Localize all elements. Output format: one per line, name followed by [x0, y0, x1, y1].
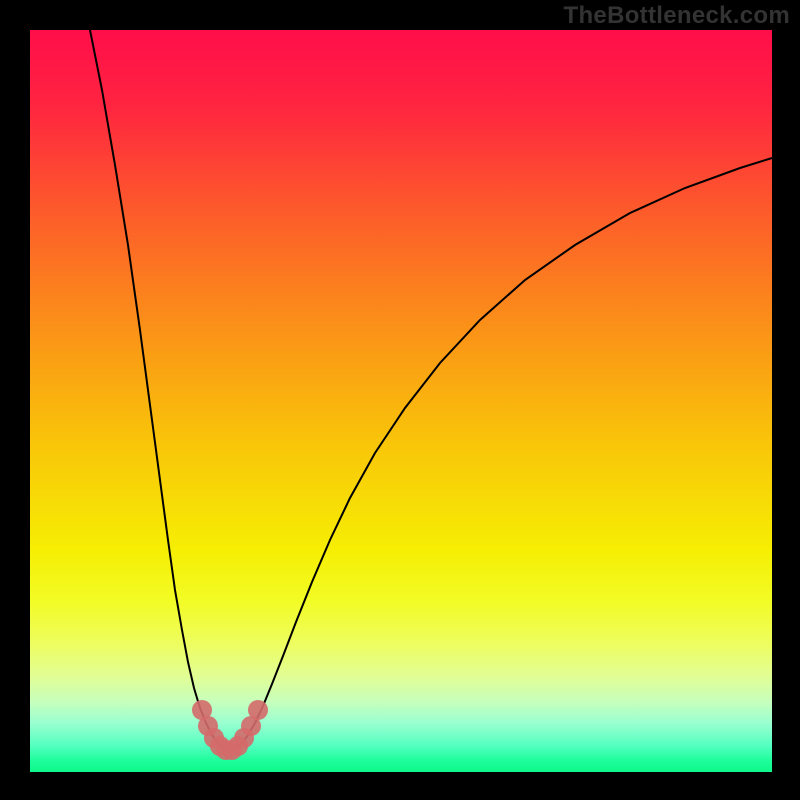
valley-marker [248, 700, 268, 720]
site-watermark: TheBottleneck.com [564, 2, 790, 30]
bottleneck-chart [0, 0, 800, 800]
chart-background [30, 30, 772, 772]
